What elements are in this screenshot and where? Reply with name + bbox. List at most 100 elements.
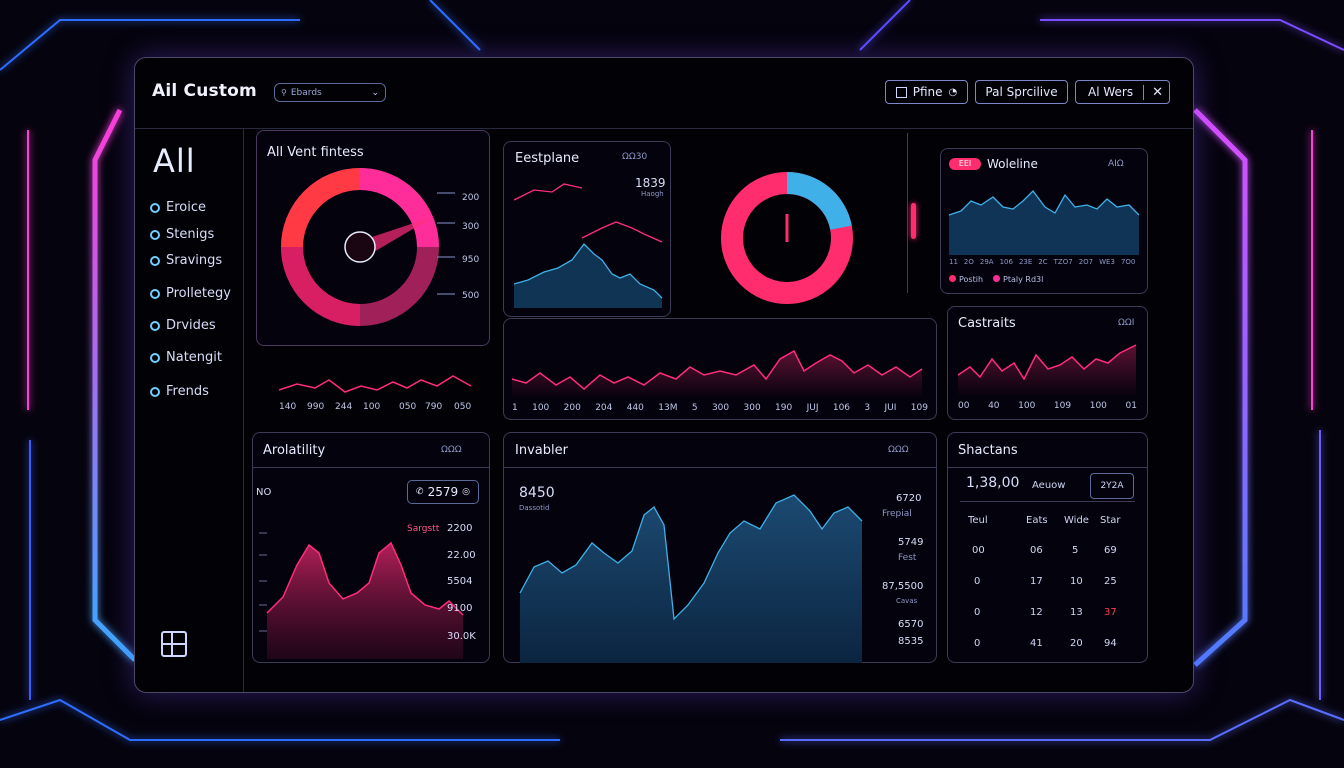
table-cell: 17 <box>1030 576 1043 587</box>
axis-tick: 01 <box>1125 401 1137 411</box>
invabler-right-label: Fest <box>898 553 917 563</box>
axis-tick: 1 <box>512 403 518 413</box>
grid-logo-icon[interactable] <box>161 631 187 657</box>
estplane-sub: Haogh <box>641 190 664 198</box>
wide-line-axis: 1 100 200 204 440 13M 5 300 300 190 JUJ 106 3 JUI 109 <box>512 403 928 413</box>
table-cell: 25 <box>1104 576 1117 587</box>
axis-tick: 050 <box>454 402 472 412</box>
sidebar-item-label: Frends <box>166 384 209 399</box>
estplane-action[interactable]: ΩΩ30 <box>622 152 648 162</box>
pal-sprcilive-label: Pal Sprcilive <box>985 85 1058 99</box>
fitness-line-panel: 140 990 244 100 050 790 050 <box>256 346 490 420</box>
pal-sprcilive-button[interactable]: Pal Sprcilive <box>975 80 1068 104</box>
legend-label: Postih <box>959 275 984 284</box>
axis-tick: 2C <box>1038 258 1048 266</box>
invabler-value: 8450 <box>519 485 555 501</box>
sidebar-heading: All <box>153 142 196 180</box>
sidebar-item-frends[interactable]: Frends <box>150 384 209 399</box>
invabler-chart <box>519 494 863 663</box>
estplane-title: Eestplane <box>515 151 580 166</box>
table-cell: 0 <box>974 576 981 587</box>
axis-tick: 100 <box>532 403 550 413</box>
woleline-action[interactable]: AIΩ <box>1108 159 1124 169</box>
arolatility-chip[interactable]: ✆ 2579 ◎ <box>407 480 479 504</box>
table-cell: 5 <box>1072 545 1079 556</box>
castraits-axis: 00 40 100 109 100 01 <box>958 401 1137 411</box>
axis-tick: 2O <box>963 258 974 266</box>
search-select[interactable]: ⚲ Ebards ⌄ <box>274 83 386 102</box>
shactans-title: Shactans <box>958 443 1018 458</box>
table-cell: 06 <box>1030 545 1043 556</box>
axis-tick: 109 <box>1053 401 1072 411</box>
invabler-right-value: 6570 <box>898 619 924 630</box>
sidebar-item-stenigs[interactable]: Stenigs <box>150 227 214 242</box>
invabler-right-label: Cavas <box>896 597 918 605</box>
sidebar-item-eroice[interactable]: Eroice <box>150 200 206 215</box>
arolatility-chart <box>259 532 464 659</box>
arolatility-action[interactable]: ΩΩΩ <box>441 445 462 455</box>
axis-tick: 990 <box>307 402 325 412</box>
sidebar-item-drvides[interactable]: Drvides <box>150 318 216 333</box>
axis-tick: 100 <box>363 402 381 412</box>
axis-tick: 106 <box>832 403 851 413</box>
invabler-title: Invabler <box>515 443 568 458</box>
checkbox-icon <box>895 86 907 98</box>
scroll-handle[interactable] <box>911 203 916 239</box>
table-cell: 20 <box>1070 638 1083 649</box>
legend-item: Ptaly Rd3l <box>993 275 1043 284</box>
y-value: 2200 <box>447 523 473 534</box>
invabler-action[interactable]: ΩΩΩ <box>888 445 909 455</box>
axis-tick: 300 <box>743 403 761 413</box>
divider <box>907 133 908 293</box>
column-header: Star <box>1100 515 1121 526</box>
sidebar-item-label: Drvides <box>166 318 216 333</box>
gauge-label: 300 <box>462 222 480 232</box>
axis-tick: TZO7 <box>1053 258 1073 266</box>
fitness-gauge-panel: All Vent fintess 200 300 950 500 <box>256 130 490 346</box>
sidebar-item-sravings[interactable]: Sravings <box>150 253 222 268</box>
axis-tick: 200 <box>563 403 581 413</box>
estplane-chart <box>513 183 663 308</box>
woleline-title: Woleline <box>987 157 1038 171</box>
axis-tick: 100 <box>1018 401 1036 411</box>
axis-tick: JUJ <box>806 403 819 413</box>
sidebar-item-prolletegy[interactable]: Prolletegy <box>150 286 231 301</box>
table-cell: 0 <box>974 607 981 618</box>
table-cell: 37 <box>1104 607 1117 618</box>
phone-icon: ✆ <box>416 487 424 497</box>
donut-segment <box>786 172 852 231</box>
table-cell: 10 <box>1070 576 1083 587</box>
sidebar-item-label: Eroice <box>166 200 206 215</box>
axis-tick: 13M <box>658 403 678 413</box>
axis-tick: 106 <box>999 258 1013 266</box>
gauge-label: 500 <box>462 291 480 301</box>
axis-tick: 109 <box>910 403 928 413</box>
axis-tick: 440 <box>626 403 644 413</box>
shactans-badge[interactable]: 2Y2A <box>1090 473 1134 499</box>
table-cell: 41 <box>1030 638 1043 649</box>
sidebar: All Eroice Stenigs Sravings Prolletegy D… <box>135 128 244 692</box>
gauge-label: 950 <box>462 255 480 265</box>
woleline-badge: EEI <box>949 158 981 170</box>
y-value: 22.00 <box>447 550 476 561</box>
column-header: Teul <box>968 515 988 526</box>
sidebar-item-label: Sravings <box>166 253 223 268</box>
fitness-line-chart <box>278 375 472 393</box>
al-wers-button[interactable]: Al Wers ✕ <box>1075 80 1170 104</box>
series-label: Sargstt <box>407 524 440 534</box>
axis-tick: 29A <box>979 258 994 266</box>
axis-tick: WE3 <box>1099 258 1115 266</box>
bullet-icon <box>150 386 160 397</box>
arolatility-panel: Arolatility ΩΩΩ NO ✆ 2579 ◎ Sargstt 2200 2… <box>252 432 490 663</box>
close-icon[interactable]: ✕ <box>1143 84 1163 100</box>
sidebar-item-natengit[interactable]: Natengit <box>150 350 222 365</box>
invabler-right-value: 5749 <box>898 537 924 548</box>
chevron-down-icon: ⌄ <box>371 87 379 98</box>
pfine-button[interactable]: Pfine ◔ <box>885 80 968 104</box>
shactans-value: 1,38,00 <box>966 475 1020 491</box>
axis-tick: 00 <box>958 401 970 411</box>
axis-tick: 7O0 <box>1120 258 1136 266</box>
shactans-value-label: Aeuow <box>1032 480 1066 491</box>
castraits-action[interactable]: ΩΩI <box>1118 318 1135 328</box>
table-cell: 00 <box>972 545 985 556</box>
